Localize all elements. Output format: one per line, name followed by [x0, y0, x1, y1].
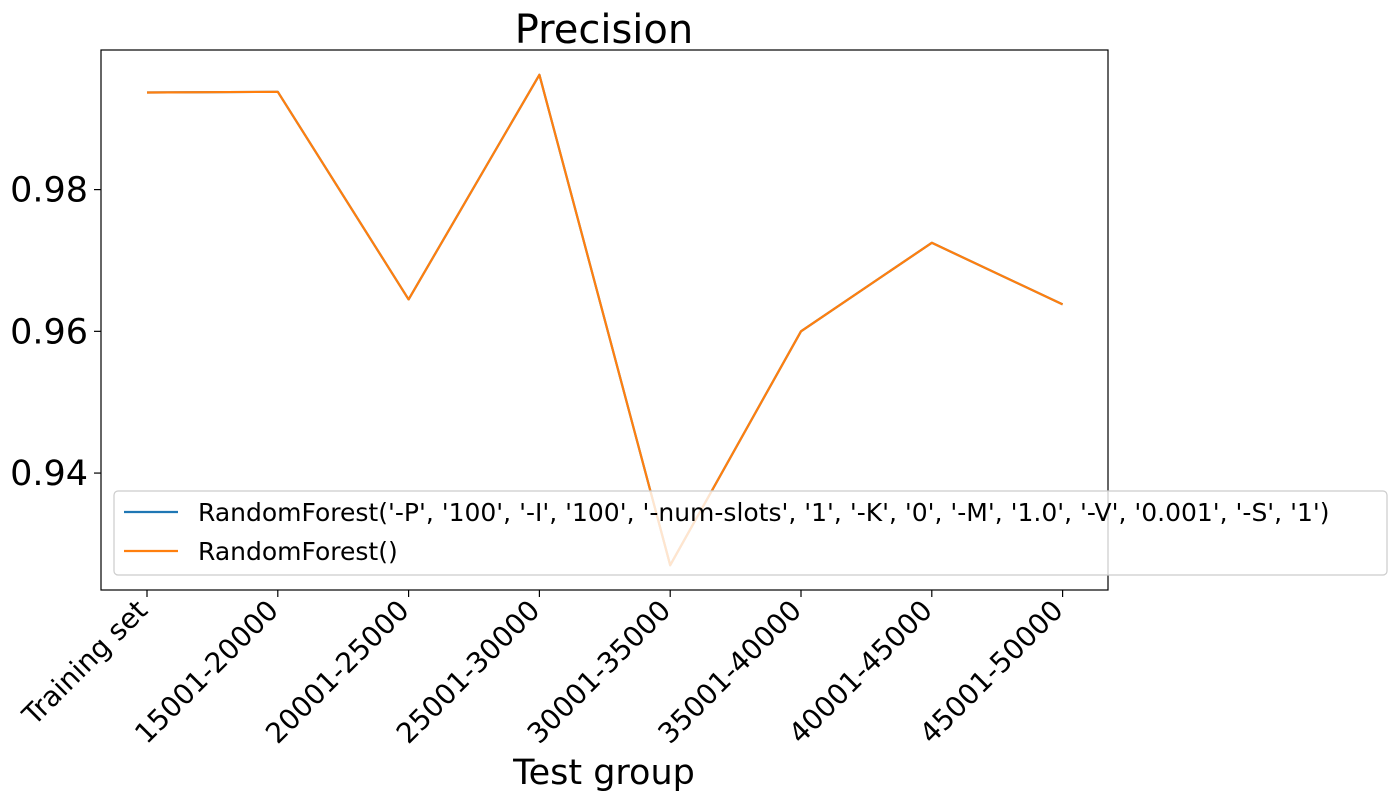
- legend-label: RandomForest(): [198, 537, 398, 566]
- y-tick-label: 0.94: [10, 454, 88, 494]
- legend: RandomForest('-P', '100', '-I', '100', '…: [113, 490, 1388, 576]
- x-axis: Training set15001-2000020001-2500025001-…: [15, 590, 1070, 750]
- legend-box: [113, 490, 1388, 576]
- y-axis: 0.94 0.96 0.98: [10, 171, 101, 494]
- chart-title: Precision: [515, 7, 693, 53]
- x-axis-label: Test group: [512, 753, 695, 793]
- plot-area: [100, 49, 1109, 591]
- series-lines: [146, 73, 1064, 567]
- series-line-2: [146, 73, 1064, 567]
- x-tick-label: Training set: [15, 594, 154, 733]
- y-tick-label: 0.98: [10, 171, 88, 211]
- legend-label: RandomForest('-P', '100', '-I', '100', '…: [198, 498, 1329, 527]
- y-tick-label: 0.96: [10, 312, 88, 352]
